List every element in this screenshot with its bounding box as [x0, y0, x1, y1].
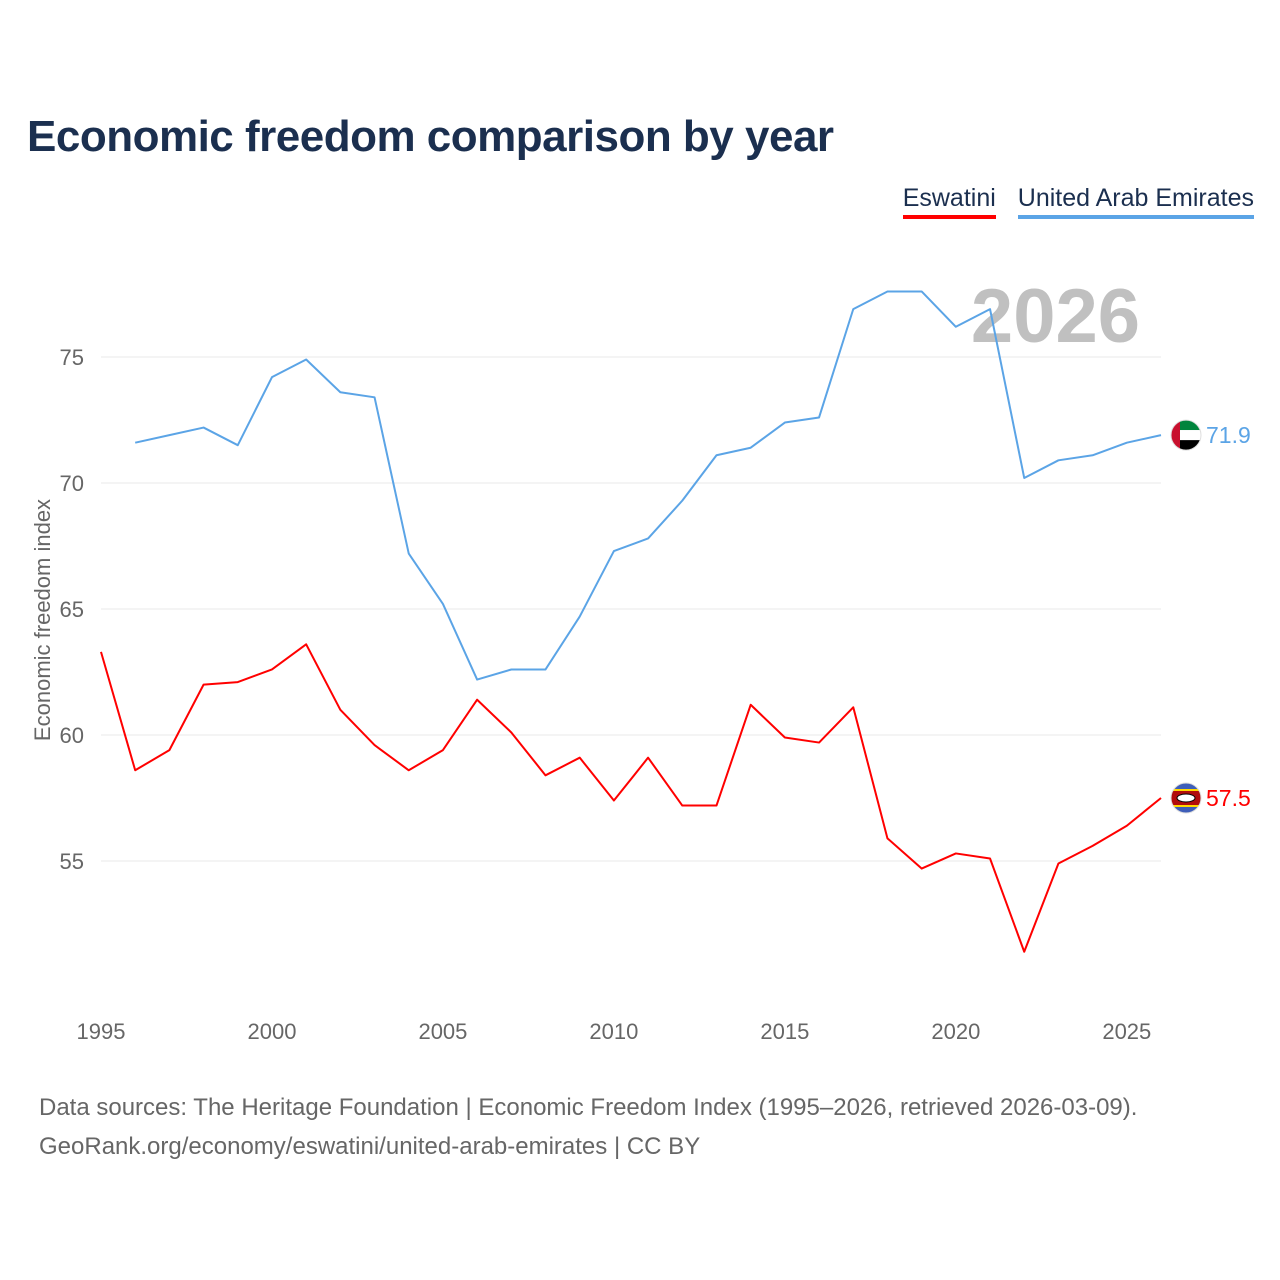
chart-title: Economic freedom comparison by year	[27, 112, 834, 161]
x-tick-label: 2025	[1102, 1019, 1151, 1044]
x-tick-label: 2020	[931, 1019, 980, 1044]
eswatini-line	[100, 643, 1162, 953]
flag-stripe	[1171, 420, 1201, 431]
legend-item-eswatini[interactable]: Eswatini	[902, 184, 996, 219]
y-tick-label: 60	[60, 723, 84, 748]
x-tick-label: 2005	[418, 1019, 467, 1044]
source-line-1: Data sources: The Heritage Foundation | …	[39, 1094, 1138, 1121]
uae-end-label: 71.9	[1206, 422, 1251, 448]
eswatini-flag-icon	[1170, 782, 1202, 814]
flag-body	[1171, 420, 1201, 451]
source-note: Data sources: The Heritage Foundation | …	[39, 1088, 1137, 1166]
y-tick-label: 70	[60, 471, 84, 496]
flag-stripe	[1171, 420, 1180, 451]
y-tick-label: 75	[60, 345, 84, 370]
flag-border	[1170, 782, 1202, 814]
y-tick-label: 55	[60, 849, 84, 874]
x-tick-label: 2000	[247, 1019, 296, 1044]
y-axis-label: Economic freedom index	[30, 499, 55, 741]
y-tick-label: 65	[60, 597, 84, 622]
x-tick-label: 1995	[77, 1019, 126, 1044]
uae-flag-icon	[1170, 419, 1202, 451]
x-tick-label: 2010	[589, 1019, 638, 1044]
legend: Eswatini United Arab Emirates	[902, 184, 1254, 219]
uae-line	[134, 290, 1162, 681]
flag-shield	[1176, 793, 1196, 803]
year-watermark: 2026	[971, 274, 1140, 359]
eswatini-end-label: 57.5	[1206, 785, 1251, 811]
flag-body	[1171, 783, 1201, 813]
legend-item-uae[interactable]: United Arab Emirates	[1017, 184, 1254, 219]
flag-stripe	[1171, 430, 1201, 441]
source-line-2[interactable]: GeoRank.org/economy/eswatini/united-arab…	[39, 1133, 701, 1160]
flag-stripe	[1171, 440, 1201, 451]
x-tick-label: 2015	[760, 1019, 809, 1044]
flag-border	[1170, 419, 1202, 451]
